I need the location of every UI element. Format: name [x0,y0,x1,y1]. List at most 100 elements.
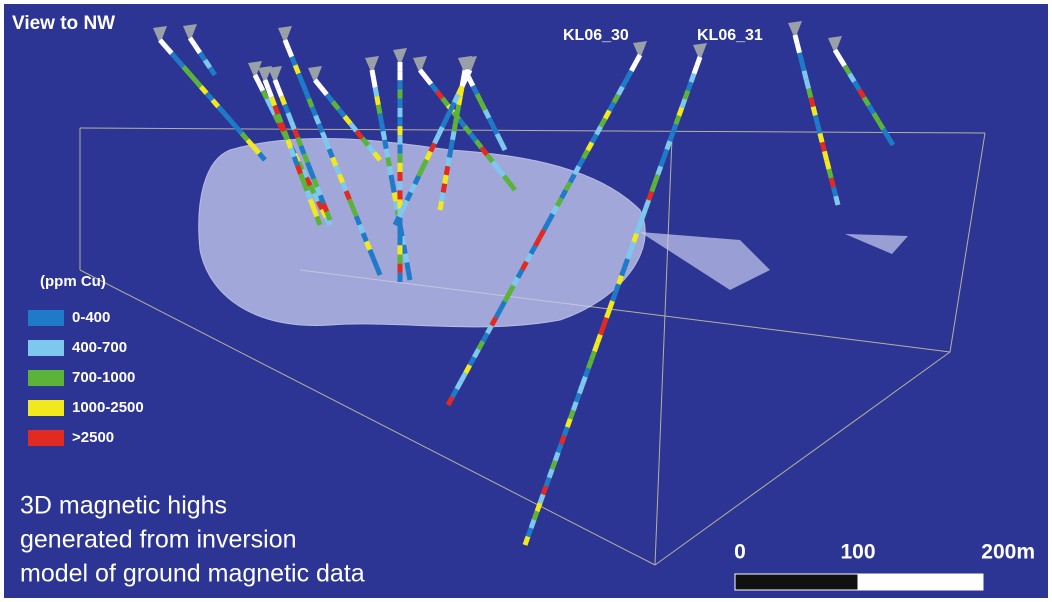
drill-segment [804,71,806,80]
hole-label: KL06_30 [563,27,629,44]
drill-segment [427,152,431,160]
drill-segment [658,166,661,174]
drill-segment [673,124,676,132]
drill-segment [377,96,379,105]
drill-segment [625,259,628,267]
legend-label: 700-1000 [72,369,135,386]
drill-segment [454,94,458,102]
drill-segment [555,452,558,460]
legend-title: (ppm Cu) [40,273,106,290]
figure: View to NW KL06_30 KL06_31 (ppm Cu) 0-40… [0,0,1052,602]
drill-segment [317,216,320,225]
legend-label: >2500 [72,429,114,446]
drill-segment [540,495,543,503]
drill-segment [655,175,658,183]
drill-segment [445,175,447,184]
drill-segment [386,149,388,158]
drill-segment [818,124,820,133]
drill-segment [652,183,655,191]
legend-swatch [28,310,64,326]
drill-segment [552,461,555,469]
drill-segment [561,436,564,444]
drill-segment [588,360,591,368]
drill-segment [449,149,451,158]
drill-segment [408,271,410,280]
drill-segment [380,114,382,123]
drill-segment [453,131,455,140]
drill-segment [304,154,307,162]
drill-segment [691,74,694,82]
drill-segment [546,478,549,486]
drill-segment [446,111,450,119]
drill-segment [670,133,673,141]
drill-segment [836,196,838,205]
drill-segment [385,140,387,149]
drill-segment [543,486,546,494]
drill-segment [311,171,314,179]
scale-bar [735,574,858,590]
drill-segment [616,284,619,292]
drill-segment [640,217,643,225]
drill-segment [307,162,310,170]
drill-segment [594,343,597,351]
drill-segment [631,242,634,250]
drill-segment [579,385,582,393]
drill-segment [307,191,310,200]
drill-segment [448,158,450,167]
drill-segment [301,146,304,154]
drill-segment [829,169,831,178]
drill-segment [404,245,406,254]
drill-segment [462,78,466,86]
drill-segment [446,166,448,175]
drill-segment [336,166,339,174]
drill-segment [534,511,537,519]
drill-segment [576,394,579,402]
drill-segment [405,254,407,263]
drill-segment [682,99,685,107]
drill-segment [396,201,398,210]
drill-segment [564,427,567,435]
drill-segment [622,267,625,275]
drill-segment [661,158,664,166]
scale-label: 200m [981,541,1035,564]
drill-segment [319,124,322,132]
drill-segment [284,131,287,140]
hole-label: KL06_31 [697,27,763,44]
drill-segment [585,368,588,376]
drill-segment [298,138,301,146]
drill-segment [609,301,612,309]
drill-segment [294,129,297,137]
drill-segment [454,123,456,132]
drill-segment [333,158,336,166]
drill-segment [822,142,824,151]
drill-segment [329,149,332,157]
drill-segment [343,183,346,191]
scale-label: 100 [840,541,875,564]
drill-segment [827,160,829,169]
drill-segment [591,351,594,359]
drill-segment [811,98,813,107]
drill-segment [299,74,302,82]
drill-segment [570,410,573,418]
drill-segment [394,193,396,202]
drill-segment [795,35,797,44]
drill-segment [377,267,380,275]
drill-segment [419,168,423,176]
drill-segment [288,140,291,149]
drill-segment [263,91,267,99]
legend-swatch [28,400,64,416]
drill-segment [806,80,808,89]
drill-segment [458,86,462,94]
drill-segment [327,212,330,220]
drill-segment [278,114,281,123]
drill-segment [649,192,652,200]
drill-segment [373,258,376,266]
legend-label: 400-700 [72,339,127,356]
drill-segment [255,75,259,83]
scale-bar [858,574,983,590]
drill-segment [294,157,297,166]
drill-segment [423,160,427,168]
legend-swatch [28,340,64,356]
drill-segment [370,250,373,258]
drill-segment [646,200,649,208]
